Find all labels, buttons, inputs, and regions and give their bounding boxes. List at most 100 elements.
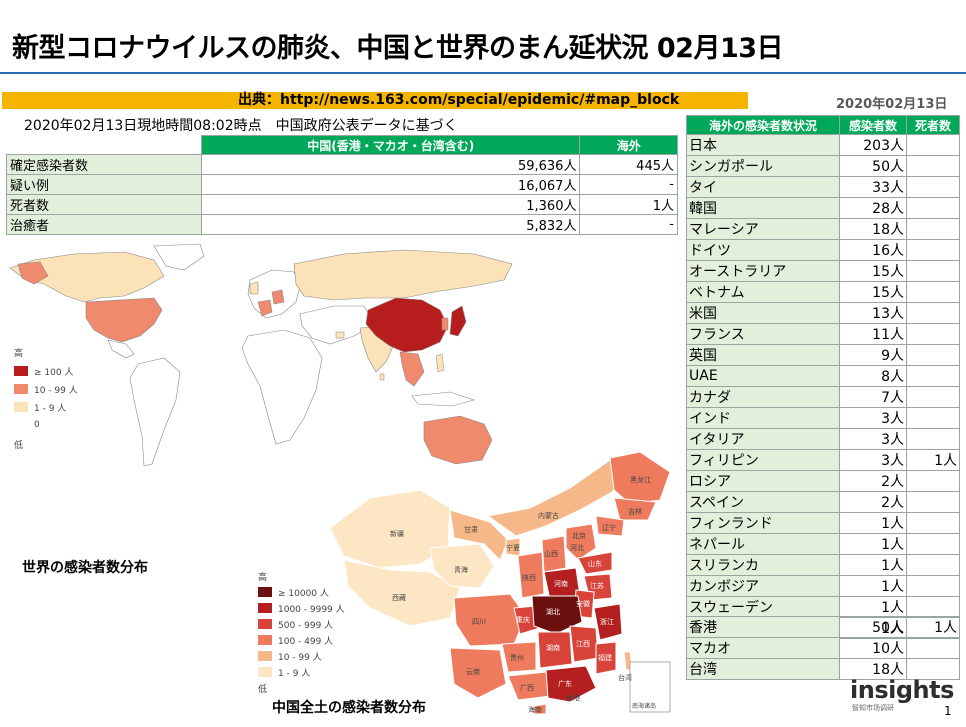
overseas-cases: 16人 bbox=[839, 239, 907, 261]
province-label: 西藏 bbox=[392, 593, 406, 602]
region-name: 台湾 bbox=[686, 658, 840, 680]
overseas-cases: 1人 bbox=[839, 575, 907, 597]
table-row: 台湾 18人 bbox=[686, 658, 960, 680]
table-row: マレーシア 18人 bbox=[686, 218, 960, 240]
overseas-country: フィリピン bbox=[686, 449, 840, 471]
south-china-sea-inset bbox=[629, 661, 671, 713]
overseas-country: フィンランド bbox=[686, 512, 840, 534]
region-name: 香港 bbox=[686, 616, 840, 638]
overseas-cases: 203人 bbox=[839, 134, 907, 156]
province-label: 宁夏 bbox=[506, 543, 520, 552]
overseas-cases: 50人 bbox=[839, 155, 907, 177]
legend-swatch bbox=[258, 603, 272, 613]
table-row: 治癒者 5,832人 - bbox=[6, 214, 678, 235]
overseas-country: ロシア bbox=[686, 470, 840, 492]
table-row: 疑い例 16,067人 - bbox=[6, 174, 678, 195]
overseas-country: スウェーデン bbox=[686, 596, 840, 618]
province-label: 江苏 bbox=[590, 581, 604, 590]
table-row: 確定感染者数 59,636人 445人 bbox=[6, 154, 678, 175]
table-row: オーストラリア 15人 bbox=[686, 260, 960, 282]
province-label: 四川 bbox=[472, 618, 486, 626]
regions-body: 香港 50人 1人 マカオ 10人 台湾 18人 bbox=[686, 616, 960, 680]
africa-shape bbox=[241, 329, 323, 445]
overseas-header-country: 海外の感染者数状況 bbox=[686, 115, 840, 135]
report-date: 2020年02月13日 bbox=[836, 97, 948, 112]
overseas-country: オーストラリア bbox=[686, 260, 840, 282]
overseas-country: UAE bbox=[686, 365, 840, 387]
table-row: マカオ 10人 bbox=[686, 637, 960, 659]
summary-china-value: 1,360人 bbox=[200, 194, 581, 215]
province-label: 贵州 bbox=[510, 653, 524, 662]
region-cases: 50人 bbox=[839, 616, 907, 638]
legend-label: 500 - 999 人 bbox=[278, 620, 334, 631]
indonesia-shape bbox=[411, 391, 476, 407]
province-jilin bbox=[613, 497, 657, 521]
overseas-body: 日本 203人 シンガポール 50人 タイ 33人 韓国 28人 マレーシア 18人 ドイツ 16人オ… bbox=[686, 134, 960, 639]
province-zhejiang bbox=[593, 603, 623, 641]
overseas-cases: 1人 bbox=[839, 554, 907, 576]
overseas-country: スペイン bbox=[686, 491, 840, 513]
source-label: 出典： bbox=[238, 92, 280, 108]
source-url[interactable]: http://news.163.com/special/epidemic/#ma… bbox=[280, 92, 680, 108]
province-label: 香港 bbox=[566, 693, 580, 702]
overseas-country: スリランカ bbox=[686, 554, 840, 576]
overseas-deaths bbox=[906, 554, 960, 576]
province-shanxi bbox=[541, 535, 567, 573]
table-row: ベトナム 15人 bbox=[686, 281, 960, 303]
table-row: 香港 50人 1人 bbox=[686, 616, 960, 638]
province-label: 湖南 bbox=[546, 643, 560, 652]
world-legend-item: 0 bbox=[14, 416, 78, 434]
overseas-cases: 15人 bbox=[839, 260, 907, 282]
southeast-asia-shape bbox=[399, 351, 425, 387]
province-label: 重庆 bbox=[516, 615, 530, 624]
overseas-deaths bbox=[906, 155, 960, 177]
table-row: UAE 8人 bbox=[686, 365, 960, 387]
province-label: 北京 bbox=[572, 531, 586, 540]
china-legend-item: 500 - 999 人 bbox=[258, 616, 345, 632]
province-label: 青海 bbox=[454, 565, 468, 574]
source-text: 出典：http://news.163.com/special/epidemic/… bbox=[238, 92, 679, 109]
legend-swatch bbox=[258, 587, 272, 597]
province-label: 河北 bbox=[570, 544, 584, 552]
overseas-country: 英国 bbox=[686, 344, 840, 366]
legend-label: 1 - 9 人 bbox=[34, 403, 67, 414]
overseas-cases: 18人 bbox=[839, 218, 907, 240]
overseas-cases: 2人 bbox=[839, 470, 907, 492]
table-row: スペイン 2人 bbox=[686, 491, 960, 513]
province-label: 安徽 bbox=[576, 599, 590, 608]
china-legend-item: ≥ 10000 人 bbox=[258, 584, 345, 600]
table-row: フランス 11人 bbox=[686, 323, 960, 345]
canada-shape bbox=[9, 251, 165, 303]
overseas-deaths bbox=[906, 512, 960, 534]
province-label: 广东 bbox=[558, 679, 572, 688]
table-row: 日本 203人 bbox=[686, 134, 960, 156]
overseas-country: ネパール bbox=[686, 533, 840, 555]
sri-lanka-shape bbox=[379, 373, 385, 381]
province-label: 海南 bbox=[528, 705, 542, 714]
table-row: イタリア 3人 bbox=[686, 428, 960, 450]
overseas-header-cases: 感染者数 bbox=[839, 115, 907, 135]
summary-header-row: 中国(香港・マカオ・台湾含む) 海外 bbox=[6, 135, 678, 155]
summary-table: 中国(香港・マカオ・台湾含む) 海外 確定感染者数 59,636人 445人 疑… bbox=[6, 135, 678, 235]
world-legend: 高 ≥ 100 人 10 - 99 人 1 - 9 人 0 低 bbox=[14, 346, 78, 452]
overseas-deaths bbox=[906, 134, 960, 156]
region-deaths bbox=[906, 658, 960, 680]
summary-china-value: 59,636人 bbox=[200, 154, 581, 175]
table-row: スリランカ 1人 bbox=[686, 554, 960, 576]
summary-overseas-value: - bbox=[579, 174, 678, 195]
china-legend-item: 10 - 99 人 bbox=[258, 648, 345, 664]
province-yunnan bbox=[449, 647, 507, 699]
south-america-shape bbox=[129, 357, 181, 467]
china-legend-high: 高 bbox=[258, 573, 268, 583]
legend-swatch bbox=[258, 651, 272, 661]
province-fujian bbox=[595, 641, 617, 675]
table-row: スウェーデン 1人 bbox=[686, 596, 960, 618]
province-label: 内蒙古 bbox=[538, 511, 559, 520]
overseas-deaths bbox=[906, 176, 960, 198]
table-row: ドイツ 16人 bbox=[686, 239, 960, 261]
province-tibet bbox=[343, 559, 461, 627]
world-map bbox=[4, 240, 518, 480]
table-row: 米国 13人 bbox=[686, 302, 960, 324]
overseas-deaths: 1人 bbox=[906, 449, 960, 471]
table-row: カンボジア 1人 bbox=[686, 575, 960, 597]
